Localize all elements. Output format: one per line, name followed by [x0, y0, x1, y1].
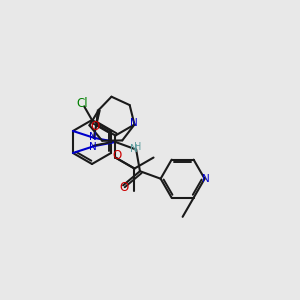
- Polygon shape: [94, 110, 101, 138]
- Text: N: N: [89, 142, 97, 152]
- Text: O: O: [91, 120, 100, 133]
- Text: N: N: [130, 143, 138, 154]
- Text: N: N: [202, 174, 209, 184]
- Text: N: N: [130, 118, 137, 128]
- Text: H: H: [134, 142, 142, 152]
- Text: O: O: [113, 149, 122, 162]
- Text: N: N: [89, 132, 97, 142]
- Text: O: O: [119, 181, 129, 194]
- Text: Cl: Cl: [76, 97, 88, 110]
